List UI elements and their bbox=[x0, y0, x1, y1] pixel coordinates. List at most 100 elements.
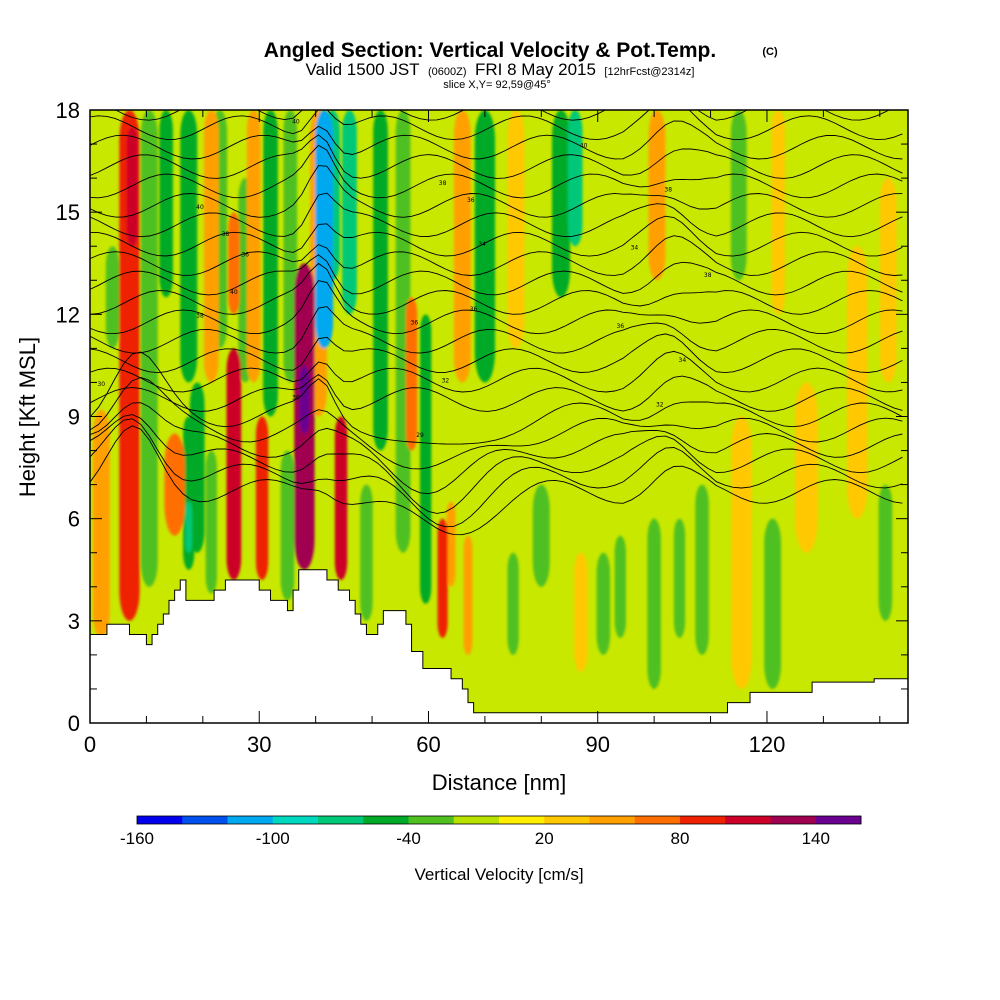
isentrope-line bbox=[90, 377, 903, 470]
x-tick-label: 120 bbox=[749, 732, 786, 757]
isentrope-line bbox=[90, 235, 903, 276]
isentrope-line bbox=[90, 144, 903, 199]
contour-label: 38 bbox=[664, 187, 672, 194]
y-tick-label: 18 bbox=[56, 98, 80, 123]
velocity-feature bbox=[596, 552, 611, 655]
isentrope-line bbox=[90, 418, 903, 528]
isentrope-line bbox=[90, 402, 903, 495]
velocity-feature bbox=[180, 110, 198, 383]
contour-label: 34 bbox=[679, 357, 687, 364]
velocity-feature bbox=[507, 552, 519, 655]
isentrope-line bbox=[90, 165, 903, 218]
colorbar-swatch bbox=[499, 816, 545, 824]
velocity-feature bbox=[92, 409, 110, 638]
colorbar-swatch bbox=[815, 816, 862, 824]
contour-label: 32 bbox=[656, 401, 664, 408]
contour-label: 40 bbox=[292, 119, 300, 126]
velocity-feature bbox=[673, 518, 686, 638]
y-axis-label: Height [Kft MSL] bbox=[15, 337, 40, 497]
velocity-feature bbox=[315, 110, 334, 349]
x-tick-label: 90 bbox=[585, 732, 609, 757]
contour-label: 40 bbox=[580, 142, 588, 149]
isentrope-line bbox=[90, 262, 903, 315]
velocity-feature bbox=[255, 416, 269, 580]
contour-label: 36 bbox=[467, 197, 475, 204]
chart-title-unit: (C) bbox=[762, 46, 778, 58]
velocity-feature bbox=[420, 314, 432, 604]
contour-label: 34 bbox=[631, 245, 639, 252]
y-tick-label: 6 bbox=[68, 507, 80, 532]
x-axis-label: Distance [nm] bbox=[432, 770, 567, 795]
velocity-feature bbox=[567, 110, 583, 247]
isentrope-line bbox=[90, 414, 903, 514]
velocity-feature bbox=[159, 110, 173, 298]
colorbar-swatch bbox=[272, 816, 319, 824]
y-tick-label: 3 bbox=[68, 609, 80, 634]
isentrope-line bbox=[90, 350, 903, 393]
velocity-feature bbox=[334, 416, 348, 580]
subtitle-forecast: [12hrFcst@2314z] bbox=[604, 66, 694, 78]
x-tick-label: 0 bbox=[84, 732, 96, 757]
slice-label: slice X,Y= 92,59@45° bbox=[443, 79, 551, 91]
velocity-feature bbox=[446, 501, 456, 587]
velocity-feature bbox=[574, 552, 588, 672]
isentrope-line bbox=[90, 6, 902, 42]
velocity-feature bbox=[647, 518, 661, 689]
velocity-feature bbox=[246, 110, 261, 383]
terrain bbox=[90, 569, 908, 723]
colorbar-swatch bbox=[182, 816, 228, 824]
velocity-feature bbox=[228, 212, 240, 315]
x-tick-label: 60 bbox=[416, 732, 440, 757]
colorbar-title: Vertical Velocity [cm/s] bbox=[414, 865, 583, 884]
colorbar-swatch bbox=[544, 816, 590, 824]
velocity-feature bbox=[263, 110, 278, 417]
velocity-feature bbox=[463, 535, 473, 655]
colorbar-tick-label: 20 bbox=[535, 829, 554, 848]
velocity-feature bbox=[342, 110, 357, 315]
contour-label: 38 bbox=[704, 272, 712, 279]
colorbar-swatch bbox=[589, 816, 636, 824]
contour-label: 38 bbox=[439, 180, 447, 187]
colorbar-tick-label: 80 bbox=[671, 829, 690, 848]
contour-label: 38 bbox=[222, 231, 230, 238]
potential-temperature-contours bbox=[90, 6, 903, 536]
velocity-feature bbox=[437, 518, 448, 638]
colorbar-swatch bbox=[318, 816, 364, 824]
isentrope-line bbox=[90, 120, 903, 160]
isentrope-line bbox=[90, 280, 903, 335]
contour-label: 36 bbox=[470, 306, 478, 313]
colorbar-tick-label: 140 bbox=[802, 829, 830, 848]
isentrope-line bbox=[90, 425, 903, 536]
velocity-feature bbox=[185, 501, 193, 553]
contour-label: 30 bbox=[97, 381, 105, 388]
velocity-feature bbox=[731, 416, 752, 689]
velocity-feature bbox=[552, 110, 571, 298]
isentrope-line bbox=[90, 134, 903, 179]
y-tick-label: 0 bbox=[68, 711, 80, 736]
velocity-feature bbox=[532, 484, 550, 587]
subtitle-date: FRI 8 May 2015 bbox=[475, 60, 596, 79]
isentrope-line bbox=[90, 215, 903, 257]
isentrope-line bbox=[90, 254, 903, 296]
velocity-feature bbox=[614, 535, 626, 638]
velocity-feature bbox=[360, 484, 373, 621]
x-tick-label: 30 bbox=[247, 732, 271, 757]
velocity-feature bbox=[105, 246, 120, 349]
velocity-feature bbox=[226, 348, 242, 580]
velocity-feature bbox=[453, 110, 471, 383]
contour-label: 34 bbox=[478, 241, 486, 248]
isentrope-line bbox=[90, 351, 903, 445]
y-tick-label: 15 bbox=[56, 200, 80, 225]
y-tick-label: 12 bbox=[56, 302, 80, 327]
velocity-feature bbox=[695, 484, 709, 655]
velocity-feature bbox=[299, 365, 310, 434]
x-axis: 0 30 60 90 120 bbox=[84, 110, 881, 757]
chart-title: Angled Section: Vertical Velocity & Pot.… bbox=[264, 39, 716, 62]
velocity-feature bbox=[878, 484, 893, 621]
velocity-feature bbox=[405, 297, 418, 451]
velocity-feature bbox=[373, 110, 388, 451]
colorbar-swatch bbox=[363, 816, 409, 824]
isentrope-line bbox=[90, 192, 903, 238]
isentrope-line bbox=[90, 306, 903, 354]
colorbar-frame bbox=[136, 815, 862, 825]
